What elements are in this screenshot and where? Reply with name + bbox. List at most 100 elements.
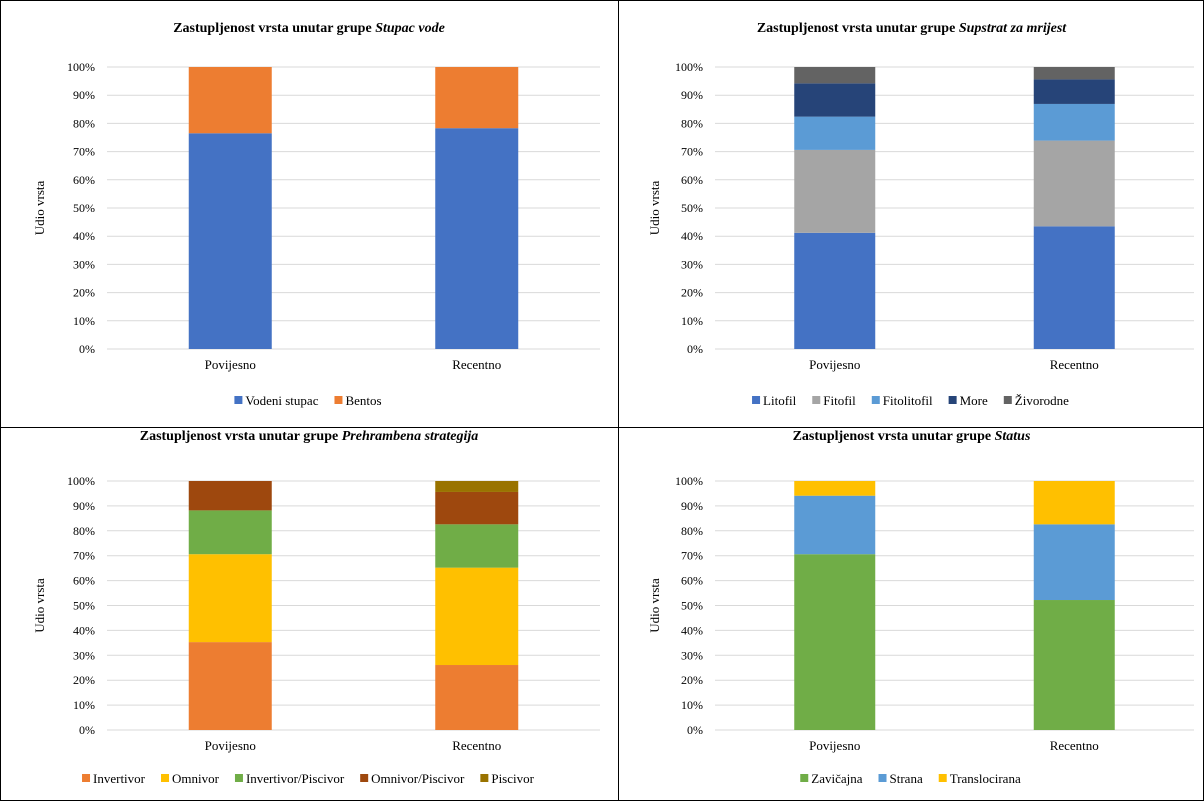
bar-segment [1033, 67, 1115, 80]
bar-segment [1033, 103, 1115, 141]
y-tick-label: 30% [681, 648, 703, 662]
y-axis-label: Udio vrsta [647, 181, 662, 236]
y-tick-label: 90% [73, 499, 95, 513]
y-tick-label: 80% [681, 116, 703, 130]
legend-label: Živorodne [1015, 393, 1069, 408]
y-tick-label: 60% [681, 173, 703, 187]
chart-title-prefix: Zastupljenost vrsta unutar grupe [757, 21, 959, 36]
chart-panel-supstrat-za-mrijest: Zastupljenost vrsta unutar grupe Supstra… [619, 0, 1204, 427]
bar-segment [1033, 140, 1115, 227]
y-tick-label: 40% [73, 623, 95, 637]
legend-swatch [938, 774, 947, 782]
legend-label: Invertivor [93, 771, 146, 786]
chart-title: Zastupljenost vrsta unutar grupe Prehram… [140, 429, 479, 444]
legend-swatch [871, 396, 880, 404]
bar-segment [794, 495, 876, 555]
y-tick-label: 0% [687, 342, 703, 356]
bar-segment [435, 128, 519, 349]
bar-segment [1033, 481, 1115, 525]
y-axis-label: Udio vrsta [32, 578, 47, 633]
y-tick-label: 90% [681, 499, 703, 513]
legend-swatch [800, 774, 809, 782]
y-tick-label: 20% [73, 673, 95, 687]
y-tick-label: 100% [675, 474, 703, 488]
legend-swatch [161, 774, 170, 782]
bar-segment [1033, 79, 1115, 104]
legend-swatch [752, 396, 761, 404]
bar-segment [794, 481, 876, 496]
chart-svg: Zastupljenost vrsta unutar grupe Supstra… [647, 21, 1194, 408]
bar-segment [1033, 600, 1115, 730]
y-tick-label: 0% [79, 342, 95, 356]
y-tick-label: 0% [687, 723, 703, 737]
legend-swatch [82, 774, 91, 782]
y-tick-label: 90% [681, 88, 703, 102]
bar-segment [435, 491, 519, 525]
y-axis-label: Udio vrsta [32, 181, 47, 236]
chart-title-prefix: Zastupljenost vrsta unutar grupe [793, 429, 995, 444]
y-tick-label: 50% [681, 201, 703, 215]
bar-segment [1033, 226, 1115, 349]
chart-title: Zastupljenost vrsta unutar grupe Status [793, 429, 1031, 444]
chart-title: Zastupljenost vrsta unutar grupe Supstra… [757, 21, 1067, 36]
bar-segment [435, 481, 519, 492]
bar-segment [794, 232, 876, 349]
y-tick-label: 30% [73, 648, 95, 662]
y-tick-label: 60% [681, 574, 703, 588]
legend-swatch [480, 774, 489, 782]
chart-title-prefix: Zastupljenost vrsta unutar grupe [173, 21, 375, 36]
bar-segment [188, 642, 272, 730]
chart-title-italic: Stupac vode [375, 21, 445, 36]
chart-svg: Zastupljenost vrsta unutar grupe Prehram… [32, 429, 600, 786]
bar-segment [794, 149, 876, 233]
legend-label: Fitolitofil [883, 393, 933, 408]
chart-panel-stupac-vode: Zastupljenost vrsta unutar grupe Stupac … [0, 0, 618, 427]
x-category-label: Povijesno [205, 357, 256, 372]
bar-segment [794, 116, 876, 150]
legend-label: Fitofil [823, 393, 856, 408]
legend-label: Bentos [345, 393, 381, 408]
panel-divider-vertical [618, 0, 619, 801]
y-tick-label: 80% [681, 524, 703, 538]
y-tick-label: 100% [67, 474, 95, 488]
x-category-label: Povijesno [809, 357, 860, 372]
legend-label: Omnivor/Piscivor [371, 771, 465, 786]
y-tick-label: 100% [67, 60, 95, 74]
y-tick-label: 70% [681, 145, 703, 159]
legend-label: Translocirana [950, 771, 1021, 786]
y-tick-label: 70% [73, 145, 95, 159]
legend-label: Strana [890, 771, 923, 786]
y-tick-label: 70% [681, 549, 703, 563]
y-tick-label: 80% [73, 524, 95, 538]
chart-title-prefix: Zastupljenost vrsta unutar grupe [140, 429, 342, 444]
y-tick-label: 10% [73, 314, 95, 328]
bar-segment [188, 67, 272, 134]
bar-segment [435, 524, 519, 568]
y-tick-label: 40% [681, 229, 703, 243]
y-tick-label: 50% [73, 201, 95, 215]
bar-segment [435, 67, 519, 129]
legend-swatch [878, 774, 887, 782]
bar-segment [435, 665, 519, 730]
y-tick-label: 70% [73, 549, 95, 563]
y-tick-label: 40% [681, 623, 703, 637]
y-tick-label: 10% [73, 698, 95, 712]
legend-swatch [360, 774, 369, 782]
x-category-label: Recentno [452, 357, 501, 372]
bar-segment [794, 67, 876, 84]
bar-segment [435, 567, 519, 666]
chart-title: Zastupljenost vrsta unutar grupe Stupac … [173, 21, 445, 36]
chart-svg: Zastupljenost vrsta unutar grupe Status 0… [647, 429, 1194, 786]
y-tick-label: 50% [681, 599, 703, 613]
y-tick-label: 30% [681, 257, 703, 271]
x-category-label: Recentno [1050, 357, 1099, 372]
bar-segment [794, 554, 876, 730]
legend-swatch [812, 396, 821, 404]
legend-label: Vodeni stupac [245, 393, 318, 408]
legend-label: Zavičajna [811, 771, 862, 786]
bar-segment [794, 83, 876, 117]
chart-panel-prehrambena-strategija: Zastupljenost vrsta unutar grupe Prehram… [0, 428, 618, 801]
x-category-label: Recentno [1050, 738, 1099, 753]
chart-title-italic: Prehrambena strategija [342, 429, 479, 444]
legend-label: More [960, 393, 988, 408]
